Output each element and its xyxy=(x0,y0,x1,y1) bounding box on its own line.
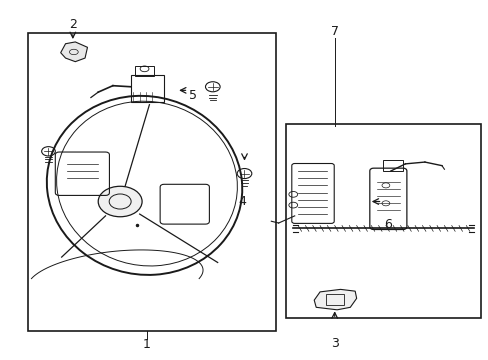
Bar xyxy=(27,33,276,330)
Text: 3: 3 xyxy=(330,337,338,350)
Bar xyxy=(135,66,154,76)
Text: 5: 5 xyxy=(189,89,197,102)
Polygon shape xyxy=(61,42,87,62)
Text: 4: 4 xyxy=(238,195,245,208)
Text: 1: 1 xyxy=(143,338,151,351)
Text: 2: 2 xyxy=(69,18,77,31)
Text: 7: 7 xyxy=(330,25,338,38)
Bar xyxy=(383,160,402,171)
Polygon shape xyxy=(314,289,356,310)
Bar xyxy=(131,75,163,102)
Ellipse shape xyxy=(98,186,142,217)
Bar xyxy=(325,294,344,305)
Bar xyxy=(285,125,480,318)
Text: 6: 6 xyxy=(384,218,391,231)
